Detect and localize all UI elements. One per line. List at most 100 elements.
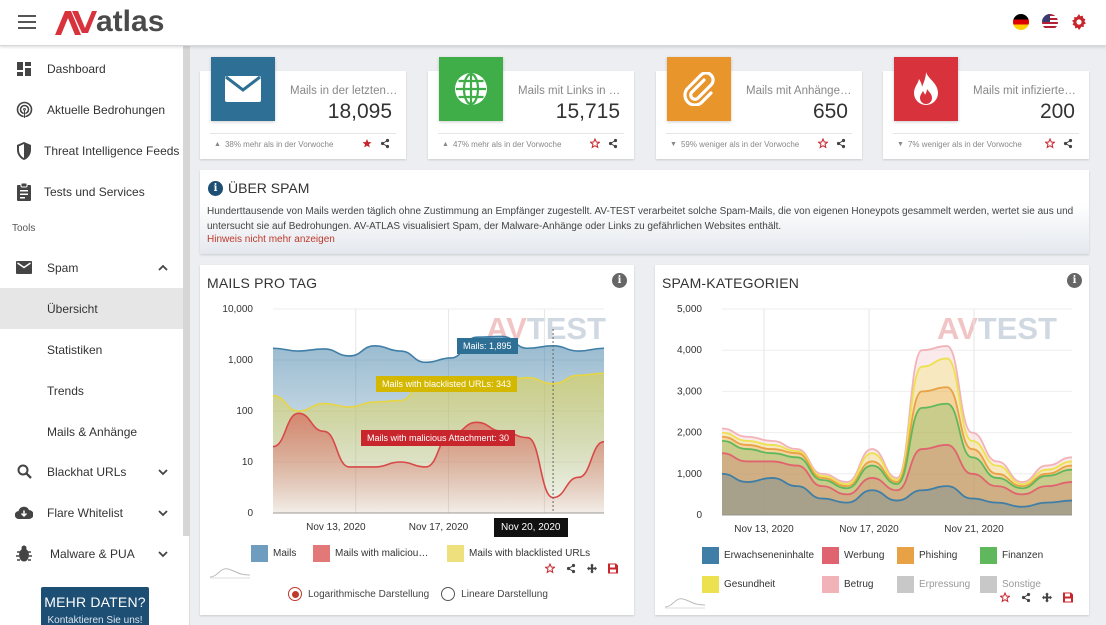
share-icon[interactable] [380,138,390,149]
hide-hint-link[interactable]: Hinweis nicht mehr anzeigen [207,234,335,245]
sidebar-item-statistiken[interactable]: Statistiken [0,329,183,370]
legend-item-finanzen[interactable]: Finanzen [980,547,1043,564]
stat-trend-text: 59% weniger als in der Vorwoche [680,140,800,149]
chart-plot[interactable]: 0 10 100 1,000 10,000 Nov 13, 2020 Nov 17, 202… [200,265,634,615]
av-logo-mark [55,11,97,35]
series-line [721,472,1073,508]
share-icon[interactable] [1021,592,1031,603]
save-icon[interactable] [608,563,618,574]
sidebar-scrollbar[interactable] [183,46,190,536]
chevron-up-icon[interactable] [157,262,169,274]
legend-swatch [251,545,268,562]
legend-item-betrug[interactable]: Betrug [822,576,873,593]
trend-down-icon: ▼ [670,141,677,148]
legend-item-erwachseneninhalte[interactable]: Erwachseneninhalte [702,547,814,564]
legend-item-malicious[interactable]: Mails with malicious Attachment [313,545,433,562]
share-icon[interactable] [608,138,618,149]
sidebar-item-blackhat-urls[interactable]: Blackhat URLs [0,451,183,492]
stat-trend-text: 7% weniger als in der Vorwoche [907,140,1022,149]
sidebar-item-spam[interactable]: Spam [0,247,183,288]
sidebar-item-label: Dashboard [47,61,106,76]
sidebar-item-flare-whitelist[interactable]: Flare Whitelist [0,492,183,533]
sidebar-item-mails-anhaenge[interactable]: Mails & Anhänge [0,411,183,452]
y-tick-label: 1,000 [677,469,702,480]
chart-title: SPAM-KATEGORIEN [662,275,800,291]
y-tick-label: 5,000 [677,304,702,315]
y-tick-label: 1,000 [228,355,253,366]
share-icon[interactable] [1063,138,1073,149]
fire-icon [894,57,958,121]
legend-swatch [822,547,839,564]
star-outline-icon[interactable] [545,563,555,574]
legend-item-blacklisted[interactable]: Mails with blacklisted URLs [447,545,590,562]
x-tick-label: Nov 17, 2020 [839,524,899,535]
stat-card-infected: Mails mit infizierten Anhängen 200 ▼7% w… [883,57,1089,159]
star-outline-icon[interactable] [1045,138,1055,149]
legend-item-mails[interactable]: Mails [251,545,296,562]
legend-item-werbung[interactable]: Werbung [822,547,884,564]
legend-item-erpressung[interactable]: Erpressung [897,576,970,593]
top-bar: atlas [0,0,1106,46]
sidebar-item-threat-feeds[interactable]: Threat Intelligence Feeds [0,130,183,171]
sidebar-item-tests[interactable]: Tests und Services [0,171,183,212]
share-icon[interactable] [836,138,846,149]
globe-icon [439,57,503,121]
sidebar-item-trends[interactable]: Trends [0,370,183,411]
stat-value: 15,715 [555,100,620,123]
linear-scale-radio[interactable] [441,587,456,601]
move-icon[interactable] [587,563,597,574]
sidebar-item-label: Threat Intelligence Feeds [44,143,180,158]
info-icon[interactable]: i [612,273,627,288]
legend-swatch [702,576,719,593]
stat-actions [818,138,846,149]
series-area [722,346,1072,515]
sidebar-item-label: Statistiken [47,342,103,357]
watermark-text: TEST [977,311,1057,346]
legend-item-phishing[interactable]: Phishing [897,547,957,564]
legend-swatch [702,547,719,564]
cloud-download-icon [15,504,33,522]
sidebar-item-threats[interactable]: Aktuelle Bedrohungen [0,89,183,130]
chevron-down-icon[interactable] [157,507,169,519]
stat-actions [1045,138,1073,149]
chevron-down-icon[interactable] [157,548,169,560]
share-icon[interactable] [566,563,576,574]
legend-item-sonstige[interactable]: Sonstige [980,576,1041,593]
move-icon[interactable] [1042,592,1052,603]
scale-options: Logarithmische Darstellung Lineare Darst… [288,587,548,601]
stat-trend: ▲ 47% mehr als in der Vorwoche [442,140,561,149]
menu-icon[interactable] [18,15,36,29]
contact-subtitle: Kontaktieren Sie uns! [47,615,143,625]
stat-value: 650 [812,100,848,123]
chart-plot[interactable]: 0 1,000 2,000 3,000 4,000 5,000 Nov 13, 2020 No… [655,265,1089,615]
mini-sparkline-icon [210,568,250,579]
star-outline-icon[interactable] [1000,592,1010,603]
sidebar-item-malware-pua[interactable]: Malware & PUA [0,533,183,574]
star-outline-icon[interactable] [818,138,828,149]
y-tick-label: 4,000 [677,345,702,356]
german-flag-icon[interactable] [1013,14,1029,30]
legend-swatch [980,547,997,564]
log-scale-radio[interactable] [288,587,302,601]
star-outline-icon[interactable] [590,138,600,149]
save-icon[interactable] [1063,592,1073,603]
contact-button[interactable]: MEHR DATEN? Kontaktieren Sie uns! [41,587,149,625]
sidebar-item-dashboard[interactable]: Dashboard [0,48,183,89]
chevron-down-icon[interactable] [157,466,169,478]
stat-value: 200 [1039,100,1075,123]
sidebar-item-label: Spam [47,260,79,275]
series-area [722,473,1072,515]
trend-up-icon: ▲ [442,141,449,148]
tooltip-blacklisted: Mails with blacklisted URLs: 343 [376,376,518,392]
logo[interactable]: atlas [55,7,164,37]
us-flag-icon[interactable] [1042,14,1058,30]
av-test-watermark: AVTEST [937,311,1057,347]
clipboard-icon [15,182,33,201]
info-icon[interactable]: i [1067,273,1082,288]
sidebar-item-uebersicht[interactable]: Übersicht [0,288,183,329]
sidebar-item-label: Mails & Anhänge [47,424,138,439]
star-filled-icon[interactable] [362,138,372,149]
shield-icon [15,141,33,160]
legend-item-gesundheit[interactable]: Gesundheit [702,576,775,593]
gear-icon[interactable] [1071,14,1087,30]
